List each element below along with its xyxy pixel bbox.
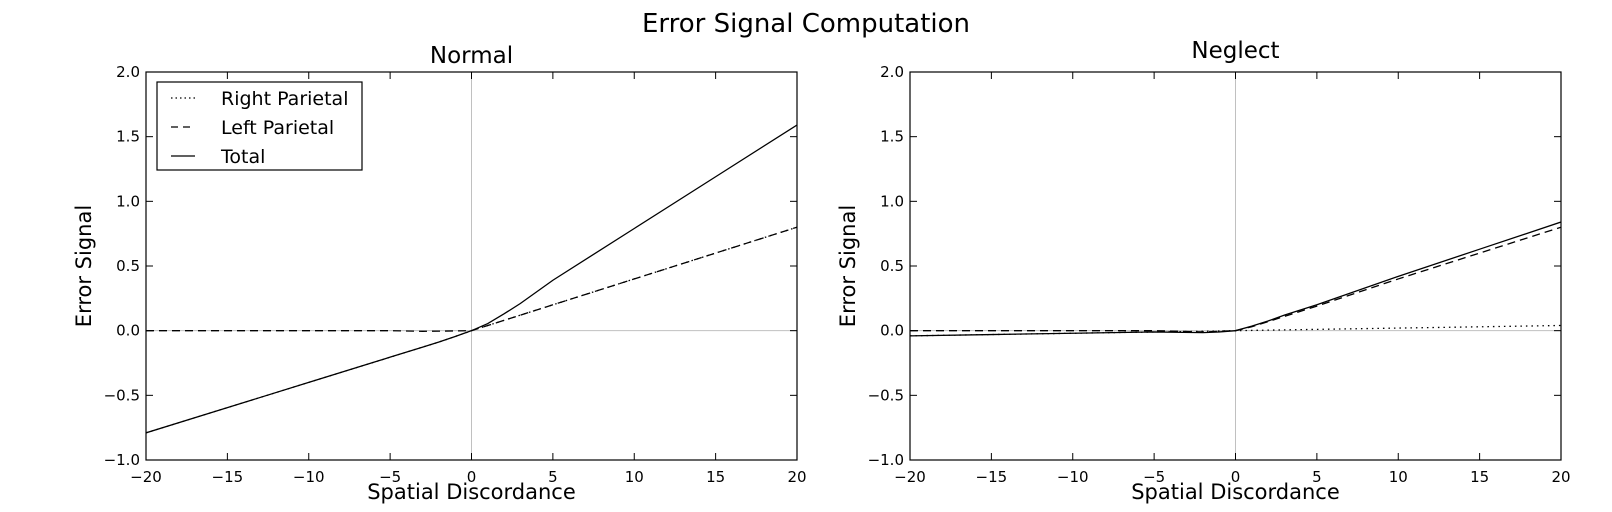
chart-panel-neglect: −20 −15 −10 −5 0 5 10 15 20 −1.0 −0.5 0.0 0.5 1.0 1.5 2… (836, 38, 1571, 504)
x-tick-label: −15 (976, 468, 1008, 486)
y-tick-label: 0.0 (880, 322, 904, 340)
x-axis-label: Spatial Discordance (367, 480, 576, 504)
x-tick-label: 0 (1231, 468, 1241, 486)
x-tick-label: −10 (1057, 468, 1089, 486)
y-tick-label: 0.0 (116, 322, 140, 340)
x-tick-label: 5 (548, 468, 558, 486)
y-tick-label: −0.5 (104, 386, 140, 404)
x-tick-label: 10 (1389, 468, 1408, 486)
legend: Right Parietal Left Parietal Total (156, 81, 363, 171)
x-tick-label: 15 (1470, 468, 1489, 486)
x-tick-label: 10 (625, 468, 644, 486)
legend-label: Total (220, 146, 265, 168)
legend-label: Right Parietal (221, 88, 348, 110)
series-group (146, 124, 797, 434)
x-tick-label: 5 (1312, 468, 1322, 486)
y-tick-label: 2.0 (116, 63, 140, 81)
x-axis-label: Spatial Discordance (1131, 480, 1340, 504)
x-tick-label: 20 (1551, 468, 1570, 486)
y-tick-label: 1.0 (116, 192, 140, 210)
figure-title: Error Signal Computation (642, 9, 970, 39)
series-line-total (910, 221, 1561, 337)
x-tick-label: −20 (894, 468, 926, 486)
chart-panel-normal: −20 −15 −10 −5 0 5 10 15 20 −1.0 −0.5 0.0 0.5 1.0 1.5 2… (72, 43, 807, 504)
x-tick-label: −20 (130, 468, 162, 486)
y-tick-label: −1.0 (104, 451, 140, 469)
y-tick-label: 0.5 (116, 257, 140, 275)
x-tick-label: −15 (212, 468, 244, 486)
y-axis-label: Error Signal (836, 205, 860, 327)
x-tick-label: 20 (787, 468, 806, 486)
x-tick-label: 15 (706, 468, 725, 486)
legend-box (156, 81, 363, 171)
panel-title: Neglect (1191, 38, 1279, 64)
y-tick-label: 2.0 (880, 63, 904, 81)
legend-label: Left Parietal (221, 117, 334, 139)
y-tick-label: 1.5 (116, 128, 140, 146)
x-tick-label: 0 (467, 468, 477, 486)
panel-title: Normal (430, 43, 513, 69)
y-axis-label: Error Signal (72, 205, 96, 327)
x-tick-label: −5 (379, 468, 401, 486)
y-tick-label: 1.0 (880, 192, 904, 210)
x-tick-label: −10 (293, 468, 325, 486)
y-tick-label: 0.5 (880, 257, 904, 275)
series-group (910, 221, 1561, 337)
y-tick-label: 1.5 (880, 128, 904, 146)
y-tick-label: −1.0 (868, 451, 904, 469)
y-tick-label: −0.5 (868, 386, 904, 404)
x-tick-label: −5 (1143, 468, 1165, 486)
series-line-left-parietal (146, 226, 797, 332)
series-line-total (146, 124, 797, 434)
